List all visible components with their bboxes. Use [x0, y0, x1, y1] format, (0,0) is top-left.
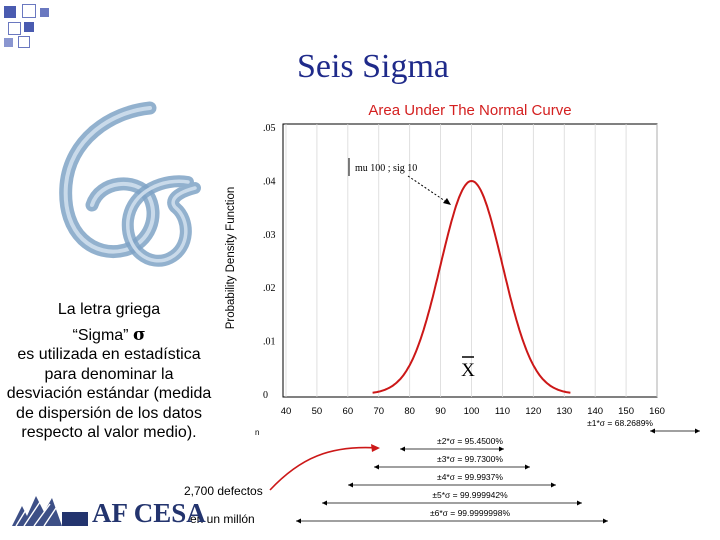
range-label: ±1*σ = 68.2689%: [587, 418, 653, 428]
decor-square: [40, 8, 49, 17]
range-arrow-right: [525, 464, 530, 470]
sigma-ranges: ±1*σ = 68.2689% ±2*σ = 95.4500% ±3*σ = 99.…: [296, 418, 700, 524]
decor-square: [4, 38, 13, 47]
x-ticks: 40 50 60 70 80 90 100 110 120 130 140 150 160: [281, 406, 665, 417]
range-arrow-right: [603, 518, 608, 524]
decor-square: [24, 22, 34, 32]
range-arrow-left: [374, 464, 379, 470]
range-label: ±5*σ = 99.999942%: [432, 490, 508, 500]
range-label: ±6*σ = 99.9999998%: [430, 508, 511, 518]
range-label: ±3*σ = 99.7300%: [437, 454, 503, 464]
range-label: ±4*σ = 99.9937%: [437, 472, 503, 482]
range-arrow-left: [296, 518, 301, 524]
x-tick-label: 140: [587, 406, 603, 417]
x-tick-label: 110: [495, 406, 510, 417]
y-tick-label: .04: [263, 176, 276, 187]
decor-square: [22, 4, 36, 18]
y-tick-label: .03: [263, 230, 276, 241]
y-tick-label: .01: [263, 337, 276, 348]
decor-square: [8, 22, 21, 35]
range-arrow-left: [400, 446, 405, 452]
plot-frame: [282, 123, 658, 398]
x-tick-label: 150: [618, 406, 634, 417]
mean-label: X: [461, 360, 475, 381]
x-tick-label: 130: [556, 406, 572, 417]
y-axis-label: Probability Density Function: [225, 187, 237, 330]
sigma-quote: “Sigma”: [72, 326, 129, 344]
chart-title: Area Under The Normal Curve: [368, 102, 571, 119]
company-logo-text: AF CESA: [92, 498, 206, 528]
sigma-logo-icon: [59, 101, 201, 267]
sigma-symbol: σ: [132, 324, 146, 345]
range-arrow-right: [577, 500, 582, 506]
decor-square: [18, 36, 30, 48]
x-tick-label: 40: [281, 406, 292, 417]
x-tick-label: 80: [404, 406, 415, 417]
y-tick-label: .05: [263, 123, 276, 134]
range-arrow-right: [551, 482, 556, 488]
decor-square: [4, 6, 16, 18]
x-tick-label: 70: [373, 406, 384, 417]
defects-count: 2,700 defectos: [184, 484, 263, 498]
af-cesa-logo-icon: [12, 496, 88, 527]
annotation-arrow: [407, 175, 452, 206]
range-arrow-left: [650, 428, 655, 434]
page-title: Seis Sigma: [296, 48, 450, 85]
description-rest: es utilizada en estadística para denomin…: [6, 346, 212, 441]
x-tick-label: 160: [649, 406, 665, 417]
description-line1: La letra griega: [57, 301, 161, 318]
annotation-text: mu 100 ; sig 10: [355, 163, 417, 174]
defects-arrow: [269, 446, 379, 491]
sigma-description: La letra griega “Sigma” σ es utilizada e…: [6, 300, 212, 443]
small-mark: n: [255, 428, 259, 437]
defects-unit: en un millón: [190, 512, 255, 526]
annotation-arrowhead: [443, 198, 451, 205]
range-arrow-right: [499, 446, 504, 452]
range-label: ±2*σ = 95.4500%: [437, 436, 503, 446]
x-tick-label: 100: [464, 406, 480, 417]
x-tick-label: 90: [435, 406, 446, 417]
range-arrow-left: [322, 500, 327, 506]
x-tick-label: 120: [525, 406, 541, 417]
x-tick-label: 50: [312, 406, 323, 417]
y-tick-label: 0: [263, 390, 268, 401]
grid: [285, 124, 658, 397]
y-ticks: .05 .04 .03 .02 .01 0: [263, 123, 276, 401]
defects-arrowhead: [371, 444, 380, 452]
x-tick-label: 60: [343, 406, 354, 417]
range-arrow-left: [348, 482, 353, 488]
sigma-line: “Sigma” σ: [6, 324, 212, 346]
normal-curve-series: [372, 179, 571, 394]
range-arrow-right: [695, 428, 700, 434]
y-tick-label: .02: [263, 283, 276, 294]
